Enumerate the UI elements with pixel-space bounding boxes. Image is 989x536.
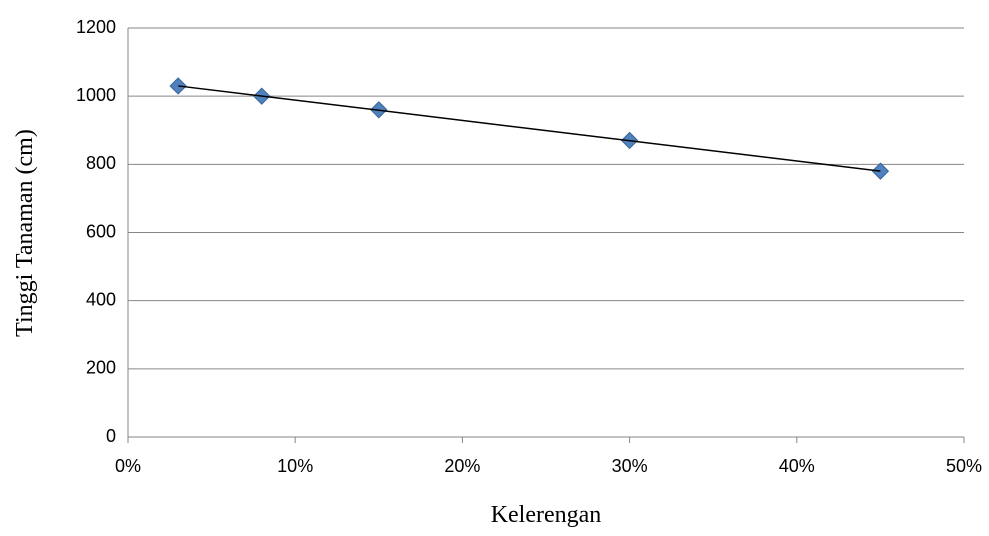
y-tick-label: 800 [86,153,116,173]
y-tick-label: 600 [86,221,116,241]
x-tick-label: 0% [115,456,141,476]
y-tick-label: 0 [106,426,116,446]
y-tick-label: 200 [86,358,116,378]
y-axis-title: Tinggi Tanaman (cm) [12,129,38,337]
x-tick-label: 50% [946,456,982,476]
y-tick-label: 1200 [76,17,116,37]
y-tick-label: 1000 [76,85,116,105]
x-tick-label: 40% [779,456,815,476]
y-tick-label: 400 [86,289,116,309]
x-tick-label: 30% [612,456,648,476]
x-tick-label: 10% [277,456,313,476]
x-tick-label: 20% [444,456,480,476]
x-axis-title: Kelerengan [491,502,602,528]
trendline [178,85,881,172]
